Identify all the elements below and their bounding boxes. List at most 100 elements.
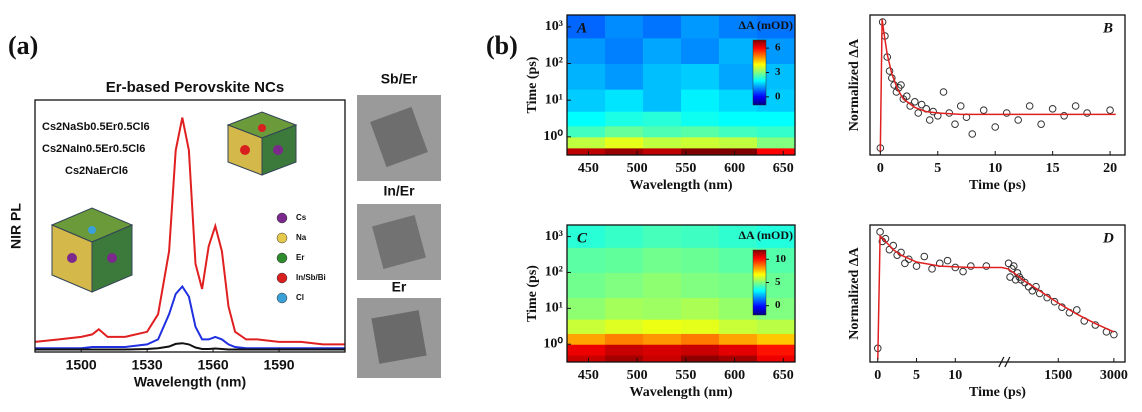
data-point	[967, 262, 975, 270]
x-tick-label: 5	[913, 368, 920, 383]
y-axis-label: Time (ps)	[525, 56, 540, 113]
heatmap-cell	[757, 136, 796, 149]
x-tick-label: 500	[627, 161, 648, 176]
data-point	[1106, 106, 1114, 114]
tem-label: Sb/Er	[381, 71, 418, 87]
atom-marker	[276, 232, 288, 244]
chart: 0 5 10 1500 3000 Time (ps) Normalized ΔA D	[847, 224, 1128, 400]
y-tick-label: 10¹	[545, 92, 563, 107]
heatmap-cell	[605, 333, 644, 345]
tem-label: Er	[392, 279, 407, 295]
x-tick-label: 450	[578, 368, 599, 383]
heatmap-cell	[643, 147, 682, 156]
heatmap-cell	[567, 147, 606, 156]
data-point	[1050, 297, 1059, 306]
heatmap-cell	[643, 37, 682, 64]
y-tick-label: 10³	[545, 229, 563, 244]
heatmap-cell	[643, 272, 682, 299]
heatmap-cell	[643, 333, 682, 345]
x-tick-label: 20	[1103, 161, 1117, 176]
heatmap-cell	[719, 319, 758, 334]
heatmap-cell	[681, 15, 720, 39]
y-axis-label: Normalized ΔA	[847, 38, 862, 131]
heatmap-cell	[719, 15, 758, 39]
data-point	[959, 267, 967, 276]
heatmap-cell	[719, 147, 758, 156]
heatmap-cell	[605, 297, 644, 320]
x-tick-label: 15	[1046, 161, 1060, 176]
heatmap-cell	[643, 111, 682, 127]
heatmap-cell	[643, 297, 682, 320]
legend-label: Cs2NaSb0.5Er0.5Cl6	[42, 121, 150, 133]
heatmap-cell	[719, 333, 758, 345]
heatmap-cell	[681, 344, 720, 356]
heatmap-cell	[605, 225, 644, 248]
heatmap-cell	[681, 136, 720, 149]
x-tick-label: 600	[724, 368, 745, 383]
heatmap-cell	[567, 333, 606, 345]
heatmap-cell	[719, 111, 758, 127]
colorbar-tick-label: 6	[775, 42, 781, 54]
atom-label: Cl	[296, 293, 304, 302]
heatmap-cell	[757, 147, 796, 156]
x-tick-label: 0	[877, 161, 884, 176]
atom-marker	[276, 272, 288, 284]
heatmap-cell	[681, 247, 720, 273]
chart: Cs2NaSb0.5Er0.5Cl6 Cs2NaIn0.5Er0.5Cl6 Cs2N…	[8, 71, 418, 390]
heatmap-cell	[681, 63, 720, 90]
heatmap-cell	[643, 136, 682, 149]
x-tick-label: 550	[675, 161, 696, 176]
colorbar	[752, 39, 767, 106]
heatmap-cell	[719, 125, 758, 138]
data-point	[1060, 112, 1068, 120]
heatmap-cell	[605, 15, 644, 39]
legend-label: Cs2NaErCl6	[65, 165, 128, 177]
heatmap-cell	[681, 319, 720, 334]
heatmap-cell	[681, 333, 720, 345]
colorbar-tick-label: 0	[775, 90, 781, 102]
data-point	[1071, 102, 1080, 110]
plot-frame	[869, 14, 1126, 156]
heatmap-cell	[643, 15, 682, 39]
y-tick-label: 10¹	[545, 301, 563, 316]
heatmap-cell	[757, 333, 796, 345]
data-point	[925, 116, 934, 124]
x-tick-label: 1500	[1044, 368, 1072, 383]
tem-label: In/Er	[383, 183, 415, 199]
heatmap-cell	[643, 355, 682, 363]
colorbar-tick-label: 0	[775, 299, 781, 311]
line	[35, 284, 345, 350]
heatmap-cell	[757, 225, 796, 248]
x-tick-label: 10	[948, 368, 962, 383]
data-point	[876, 228, 884, 236]
plot-frame	[869, 224, 1126, 363]
heatmap-cell	[757, 89, 796, 112]
x-axis-label: Wavelength (nm)	[629, 385, 732, 400]
data-point	[917, 100, 926, 109]
heatmap-cell	[757, 15, 796, 39]
heatmap-cell	[605, 111, 644, 127]
heatmap-cell	[719, 297, 758, 320]
atom-label: Er	[296, 253, 304, 262]
heatmap-cell	[757, 355, 796, 363]
data-point	[1028, 286, 1037, 295]
plot-label: B	[1102, 20, 1113, 36]
atom-marker	[276, 212, 288, 224]
colorbar-label: ΔA (mOD)	[738, 228, 793, 242]
heatmap-cell	[605, 89, 644, 112]
heatmap-cell	[681, 111, 720, 127]
y-axis-label: NIR PL	[8, 203, 24, 249]
data-point	[1110, 330, 1118, 339]
x-tick-label: 500	[627, 368, 648, 383]
heatmap-cell	[719, 63, 758, 90]
heatmap-cell	[605, 344, 644, 356]
heatmap-cell	[719, 247, 758, 273]
colorbar-tick-label: 10	[775, 253, 787, 265]
data-point	[1048, 105, 1057, 113]
heatmap-cell	[757, 344, 796, 356]
data-point	[912, 262, 921, 270]
y-tick-label: 10²	[545, 56, 563, 71]
crystal-structure	[50, 207, 134, 293]
heatmap-cell	[681, 355, 720, 363]
